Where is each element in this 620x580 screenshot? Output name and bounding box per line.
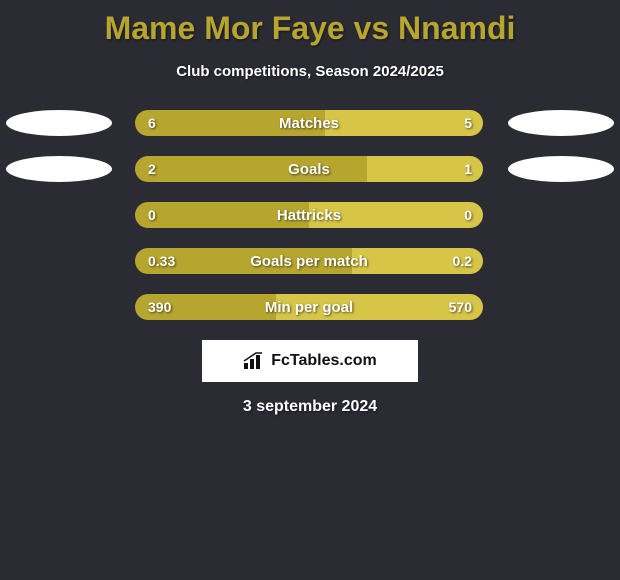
stat-row: Hattricks0 0 [0,202,620,228]
fctables-logo: FcTables.com [202,340,418,382]
player-left-marker [6,156,112,182]
stat-row: Min per goal390 570 [0,294,620,320]
stat-row: Goals per match0.33 0.2 [0,248,620,274]
date-text: 3 september 2024 [0,398,620,416]
stat-bar: Hattricks [135,202,483,228]
stat-row: Matches6 5 [0,110,620,136]
stat-value-left: 390 [148,294,171,320]
bar-chart-icon [243,352,265,370]
logo-text: FcTables.com [271,352,377,370]
stat-value-left: 0 [148,202,156,228]
bar-right-fill [309,202,483,228]
bar-left-fill [135,202,309,228]
stat-value-left: 6 [148,110,156,136]
bar-left-fill [135,156,367,182]
bar-left-fill [135,110,325,136]
stat-value-left: 0.33 [148,248,175,274]
player-left-marker [6,110,112,136]
stat-row: Goals2 1 [0,156,620,182]
player-right-marker [508,110,614,136]
stat-bar: Matches [135,110,483,136]
stat-bar: Min per goal [135,294,483,320]
player-right-marker [508,156,614,182]
stat-bar: Goals [135,156,483,182]
stat-value-right: 570 [449,294,472,320]
stat-value-right: 1 [464,156,472,182]
stat-bar: Goals per match [135,248,483,274]
stat-value-right: 0.2 [453,248,472,274]
stats-container: Matches6 5 Goals2 1 Hattricks0 0 Goals per mat… [0,110,620,320]
subtitle: Club competitions, Season 2024/2025 [0,63,620,80]
stat-value-right: 5 [464,110,472,136]
stat-value-left: 2 [148,156,156,182]
page-title: Mame Mor Faye vs Nnamdi [0,0,620,47]
stat-value-right: 0 [464,202,472,228]
bar-right-fill [325,110,483,136]
